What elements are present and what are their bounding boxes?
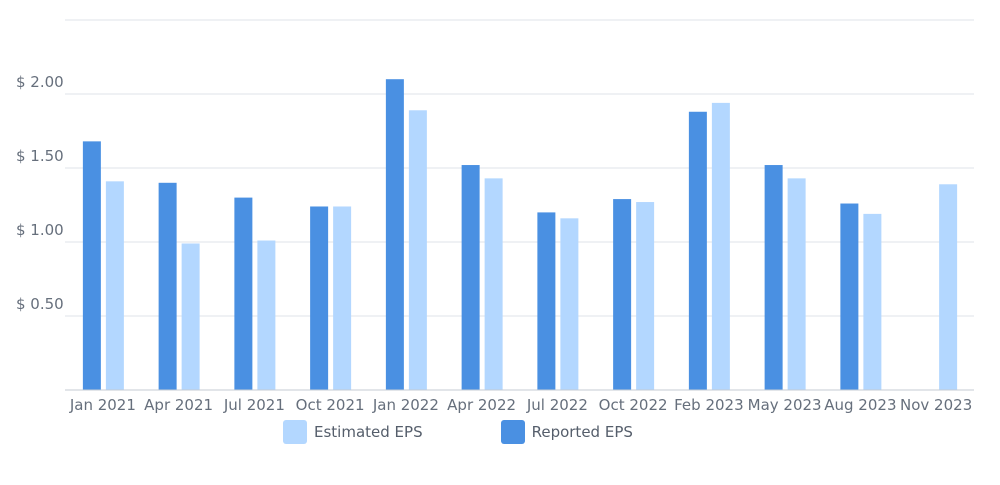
x-tick-label: Aug 2023 bbox=[824, 396, 896, 414]
y-tick-label: $ 2.00 bbox=[16, 73, 64, 91]
x-tick-label: Apr 2022 bbox=[447, 396, 516, 414]
legend: Estimated EPS Reported EPS bbox=[283, 420, 711, 444]
bar-estimated-eps[interactable] bbox=[257, 240, 276, 390]
bar-reported-eps[interactable] bbox=[537, 212, 556, 390]
bar-reported-eps[interactable] bbox=[764, 165, 783, 390]
x-tick-label: Nov 2023 bbox=[900, 396, 972, 414]
bar-reported-eps[interactable] bbox=[613, 199, 632, 390]
bar-reported-eps[interactable] bbox=[461, 165, 480, 390]
bar-reported-eps[interactable] bbox=[840, 203, 859, 390]
bar-estimated-eps[interactable] bbox=[105, 181, 124, 390]
x-tick-label: Jan 2022 bbox=[372, 396, 439, 414]
bar-estimated-eps[interactable] bbox=[939, 184, 958, 390]
x-tick-label: Oct 2021 bbox=[296, 396, 365, 414]
bar-estimated-eps[interactable] bbox=[560, 218, 579, 390]
x-tick-label: Jul 2022 bbox=[526, 396, 588, 414]
grid-lines bbox=[65, 19, 974, 317]
x-axis-labels: Jan 2021 Apr 2021 Jul 2021 Oct 2021 Jan 2022… bbox=[69, 396, 972, 414]
bar-estimated-eps[interactable] bbox=[863, 213, 882, 390]
bar-series bbox=[82, 79, 958, 390]
legend-item-estimated[interactable]: Estimated EPS bbox=[283, 420, 423, 444]
bar-estimated-eps[interactable] bbox=[484, 178, 503, 390]
y-tick-label: $ 0.50 bbox=[16, 295, 64, 313]
legend-label-reported: Reported EPS bbox=[531, 423, 633, 441]
bar-estimated-eps[interactable] bbox=[787, 178, 806, 390]
legend-item-reported[interactable]: Reported EPS bbox=[500, 420, 633, 444]
y-tick-label: $ 1.00 bbox=[16, 221, 64, 239]
x-tick-label: Apr 2021 bbox=[144, 396, 213, 414]
y-axis-labels: $ 0.50 $ 1.00 $ 1.50 $ 2.00 bbox=[16, 73, 64, 313]
bar-estimated-eps[interactable] bbox=[408, 110, 427, 390]
bar-reported-eps[interactable] bbox=[158, 182, 177, 390]
x-tick-label: Jan 2021 bbox=[69, 396, 136, 414]
bar-reported-eps[interactable] bbox=[310, 206, 329, 390]
bar-reported-eps[interactable] bbox=[82, 141, 101, 390]
bar-reported-eps[interactable] bbox=[688, 111, 707, 390]
bar-estimated-eps[interactable] bbox=[181, 243, 200, 390]
bar-reported-eps[interactable] bbox=[234, 197, 253, 390]
x-tick-label: Oct 2022 bbox=[599, 396, 668, 414]
legend-label-estimated: Estimated EPS bbox=[314, 423, 423, 441]
bar-estimated-eps[interactable] bbox=[636, 202, 655, 390]
bar-estimated-eps[interactable] bbox=[711, 102, 730, 390]
legend-swatch-estimated bbox=[283, 420, 307, 444]
x-tick-label: Jul 2021 bbox=[223, 396, 285, 414]
bar-estimated-eps[interactable] bbox=[333, 206, 352, 390]
x-tick-label: May 2023 bbox=[748, 396, 822, 414]
legend-swatch-reported bbox=[500, 420, 525, 444]
x-tick-label: Feb 2023 bbox=[674, 396, 744, 414]
y-tick-label: $ 1.50 bbox=[16, 147, 64, 165]
bar-reported-eps[interactable] bbox=[385, 79, 404, 390]
